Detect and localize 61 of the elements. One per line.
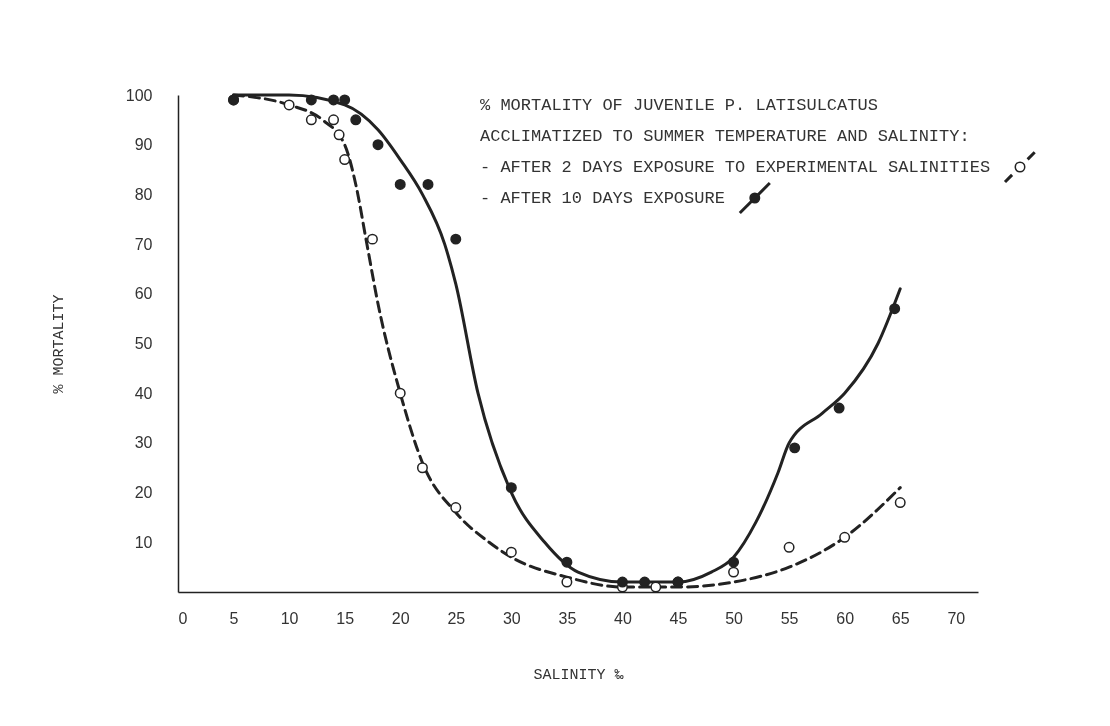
y-tick-label: 100 bbox=[125, 86, 153, 104]
point bbox=[366, 233, 378, 245]
point bbox=[616, 576, 628, 588]
x-tick-label: 40 bbox=[614, 609, 632, 627]
y-axis-title: % MORTALITY bbox=[50, 294, 68, 394]
point bbox=[561, 576, 573, 588]
x-tick-label: 70 bbox=[947, 609, 966, 627]
x-tick-label: 45 bbox=[669, 609, 688, 627]
y-tick-label: 60 bbox=[134, 285, 153, 303]
legend-label: - AFTER 10 DAYS EXPOSURE bbox=[480, 189, 725, 208]
point bbox=[789, 442, 801, 454]
point bbox=[305, 94, 317, 106]
point bbox=[350, 114, 362, 126]
point bbox=[728, 566, 740, 578]
point bbox=[283, 99, 295, 111]
point bbox=[328, 114, 340, 126]
x-tick-label: 25 bbox=[447, 609, 466, 627]
x-tick-label: 50 bbox=[725, 609, 744, 627]
point bbox=[783, 541, 795, 553]
point bbox=[372, 139, 384, 151]
point bbox=[333, 129, 345, 141]
point bbox=[328, 94, 340, 106]
point bbox=[394, 387, 406, 399]
point bbox=[422, 178, 434, 190]
y-tick-label: 40 bbox=[134, 384, 153, 402]
point bbox=[561, 556, 573, 568]
y-tick-label: 50 bbox=[134, 335, 153, 352]
y-tick-label: 70 bbox=[134, 235, 153, 253]
point bbox=[505, 482, 517, 494]
x-tick-label: 65 bbox=[891, 609, 910, 627]
x-tick-label: 20 bbox=[391, 609, 410, 627]
point bbox=[416, 462, 428, 474]
y-tick-label: 10 bbox=[134, 533, 153, 551]
point bbox=[450, 502, 462, 513]
legend-label: - AFTER 2 DAYS EXPOSURE TO EXPERIMENTAL SALINITIES bbox=[480, 158, 991, 177]
x-tick-label: 0 bbox=[178, 609, 188, 627]
y-tick-label: 30 bbox=[134, 434, 153, 452]
x-tick-label: 60 bbox=[836, 609, 855, 627]
x-tick-label: 10 bbox=[280, 609, 299, 627]
point bbox=[839, 531, 851, 543]
x-tick-label: 15 bbox=[336, 609, 355, 627]
y-tick-label: 20 bbox=[134, 484, 153, 502]
annotation: % MORTALITY OF JUVENILE P. LATISULCATUS bbox=[480, 96, 878, 115]
annotation: ACCLIMATIZED TO SUMMER TEMPERATURE AND SALINITY: bbox=[480, 127, 970, 146]
point bbox=[833, 402, 845, 414]
point bbox=[889, 303, 901, 315]
x-tick-label: 5 bbox=[229, 609, 239, 627]
y-tick-label: 90 bbox=[134, 136, 153, 154]
point bbox=[728, 556, 740, 568]
point bbox=[394, 178, 406, 190]
x-tick-label: 55 bbox=[780, 609, 799, 627]
y-tick-label: 80 bbox=[134, 185, 153, 203]
point bbox=[339, 154, 351, 166]
x-tick-label: 35 bbox=[558, 609, 577, 627]
point bbox=[450, 233, 462, 245]
x-axis-title: SALINITY ‰ bbox=[533, 666, 624, 684]
x-tick-label: 30 bbox=[502, 609, 521, 627]
point bbox=[339, 94, 351, 106]
point bbox=[505, 546, 517, 558]
point bbox=[305, 114, 317, 126]
point bbox=[894, 497, 906, 509]
